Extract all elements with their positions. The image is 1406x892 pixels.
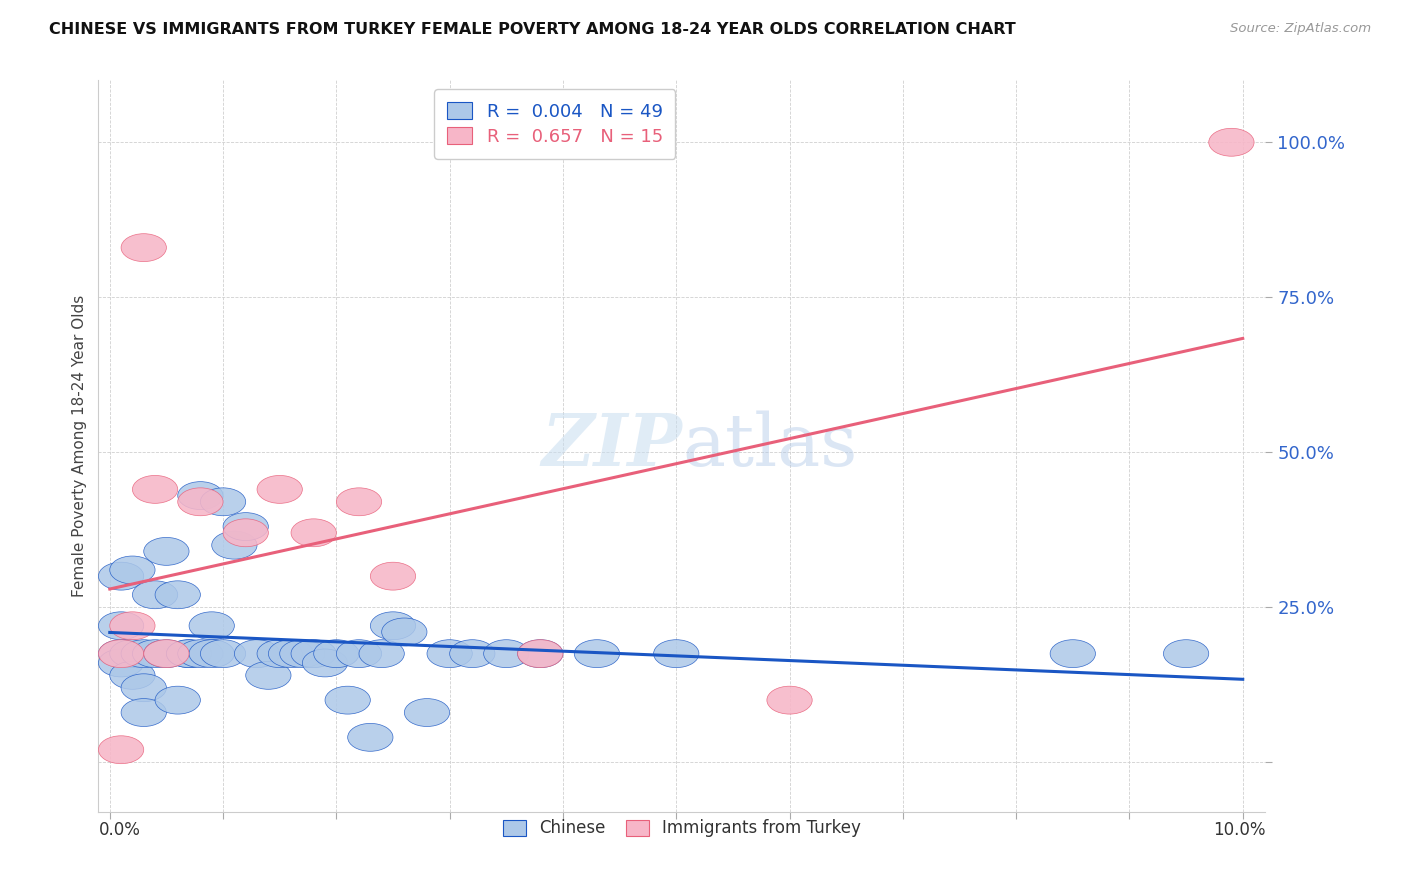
Ellipse shape — [177, 482, 224, 509]
Ellipse shape — [1209, 128, 1254, 156]
Text: 10.0%: 10.0% — [1213, 821, 1265, 839]
Ellipse shape — [110, 556, 155, 584]
Ellipse shape — [132, 581, 177, 608]
Ellipse shape — [347, 723, 394, 751]
Ellipse shape — [166, 640, 212, 667]
Ellipse shape — [370, 612, 416, 640]
Ellipse shape — [517, 640, 562, 667]
Ellipse shape — [143, 537, 188, 566]
Ellipse shape — [224, 519, 269, 547]
Ellipse shape — [1050, 640, 1095, 667]
Ellipse shape — [98, 562, 143, 591]
Ellipse shape — [517, 640, 562, 667]
Text: CHINESE VS IMMIGRANTS FROM TURKEY FEMALE POVERTY AMONG 18-24 YEAR OLDS CORRELATI: CHINESE VS IMMIGRANTS FROM TURKEY FEMALE… — [49, 22, 1017, 37]
Ellipse shape — [450, 640, 495, 667]
Text: 0.0%: 0.0% — [98, 821, 141, 839]
Ellipse shape — [314, 640, 359, 667]
Ellipse shape — [121, 698, 166, 726]
Ellipse shape — [484, 640, 529, 667]
Ellipse shape — [574, 640, 620, 667]
Legend: Chinese, Immigrants from Turkey: Chinese, Immigrants from Turkey — [492, 809, 872, 847]
Ellipse shape — [132, 475, 177, 503]
Ellipse shape — [177, 488, 224, 516]
Y-axis label: Female Poverty Among 18-24 Year Olds: Female Poverty Among 18-24 Year Olds — [72, 295, 87, 597]
Ellipse shape — [336, 640, 381, 667]
Ellipse shape — [155, 581, 201, 608]
Ellipse shape — [224, 513, 269, 541]
Ellipse shape — [166, 640, 212, 667]
Ellipse shape — [291, 640, 336, 667]
Ellipse shape — [188, 640, 235, 667]
Ellipse shape — [143, 640, 188, 667]
Text: ZIP: ZIP — [541, 410, 682, 482]
Ellipse shape — [405, 698, 450, 726]
Ellipse shape — [280, 640, 325, 667]
Ellipse shape — [359, 640, 405, 667]
Ellipse shape — [1163, 640, 1209, 667]
Ellipse shape — [325, 686, 370, 714]
Ellipse shape — [336, 488, 381, 516]
Text: atlas: atlas — [682, 410, 858, 482]
Ellipse shape — [132, 640, 177, 667]
Ellipse shape — [212, 532, 257, 559]
Ellipse shape — [246, 661, 291, 690]
Ellipse shape — [302, 649, 347, 677]
Ellipse shape — [177, 640, 224, 667]
Ellipse shape — [235, 640, 280, 667]
Ellipse shape — [98, 640, 143, 667]
Ellipse shape — [98, 640, 143, 667]
Ellipse shape — [291, 519, 336, 547]
Ellipse shape — [98, 736, 143, 764]
Ellipse shape — [257, 475, 302, 503]
Ellipse shape — [427, 640, 472, 667]
Ellipse shape — [155, 686, 201, 714]
Ellipse shape — [121, 640, 166, 667]
Ellipse shape — [269, 640, 314, 667]
Ellipse shape — [98, 649, 143, 677]
Ellipse shape — [381, 618, 427, 646]
Ellipse shape — [110, 640, 155, 667]
Ellipse shape — [257, 640, 302, 667]
Ellipse shape — [110, 612, 155, 640]
Ellipse shape — [188, 612, 235, 640]
Ellipse shape — [766, 686, 813, 714]
Ellipse shape — [121, 673, 166, 702]
Ellipse shape — [110, 661, 155, 690]
Ellipse shape — [370, 562, 416, 591]
Ellipse shape — [98, 612, 143, 640]
Ellipse shape — [201, 640, 246, 667]
Ellipse shape — [121, 234, 166, 261]
Ellipse shape — [143, 640, 188, 667]
Ellipse shape — [201, 488, 246, 516]
Ellipse shape — [654, 640, 699, 667]
Text: Source: ZipAtlas.com: Source: ZipAtlas.com — [1230, 22, 1371, 36]
